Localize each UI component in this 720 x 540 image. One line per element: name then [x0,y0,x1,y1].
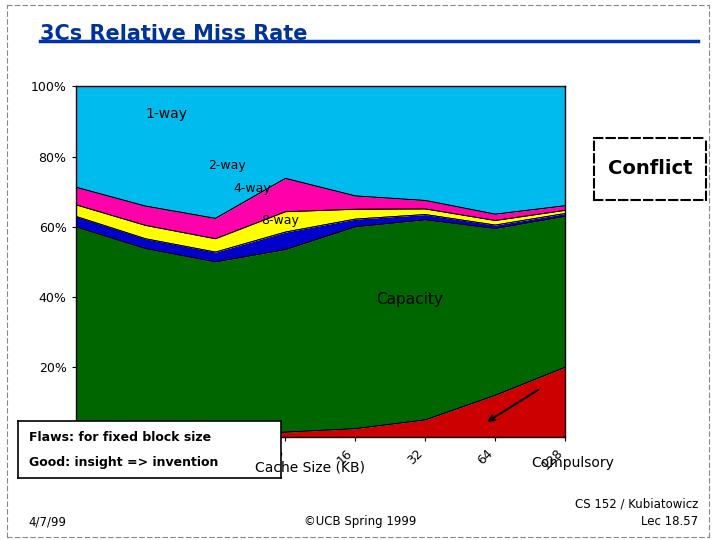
Text: CS 152 / Kubiatowicz: CS 152 / Kubiatowicz [575,497,698,510]
Text: 4/7/99: 4/7/99 [29,515,67,528]
Text: Flaws: for fixed block size: Flaws: for fixed block size [29,430,211,443]
Text: Capacity: Capacity [377,292,444,307]
Text: Good: insight => invention: Good: insight => invention [29,456,218,469]
Text: Cache Size (KB): Cache Size (KB) [255,460,364,474]
Text: 3Cs Relative Miss Rate: 3Cs Relative Miss Rate [40,24,307,44]
Text: Lec 18.57: Lec 18.57 [642,515,698,528]
Text: 1-way: 1-way [145,107,187,121]
Text: Compulsory: Compulsory [531,456,614,470]
Text: 8-way: 8-way [261,214,299,227]
Text: ©UCB Spring 1999: ©UCB Spring 1999 [304,515,416,528]
Text: Conflict: Conflict [608,159,692,178]
Text: 4-way: 4-way [233,181,271,195]
Text: 2-way: 2-way [209,159,246,172]
